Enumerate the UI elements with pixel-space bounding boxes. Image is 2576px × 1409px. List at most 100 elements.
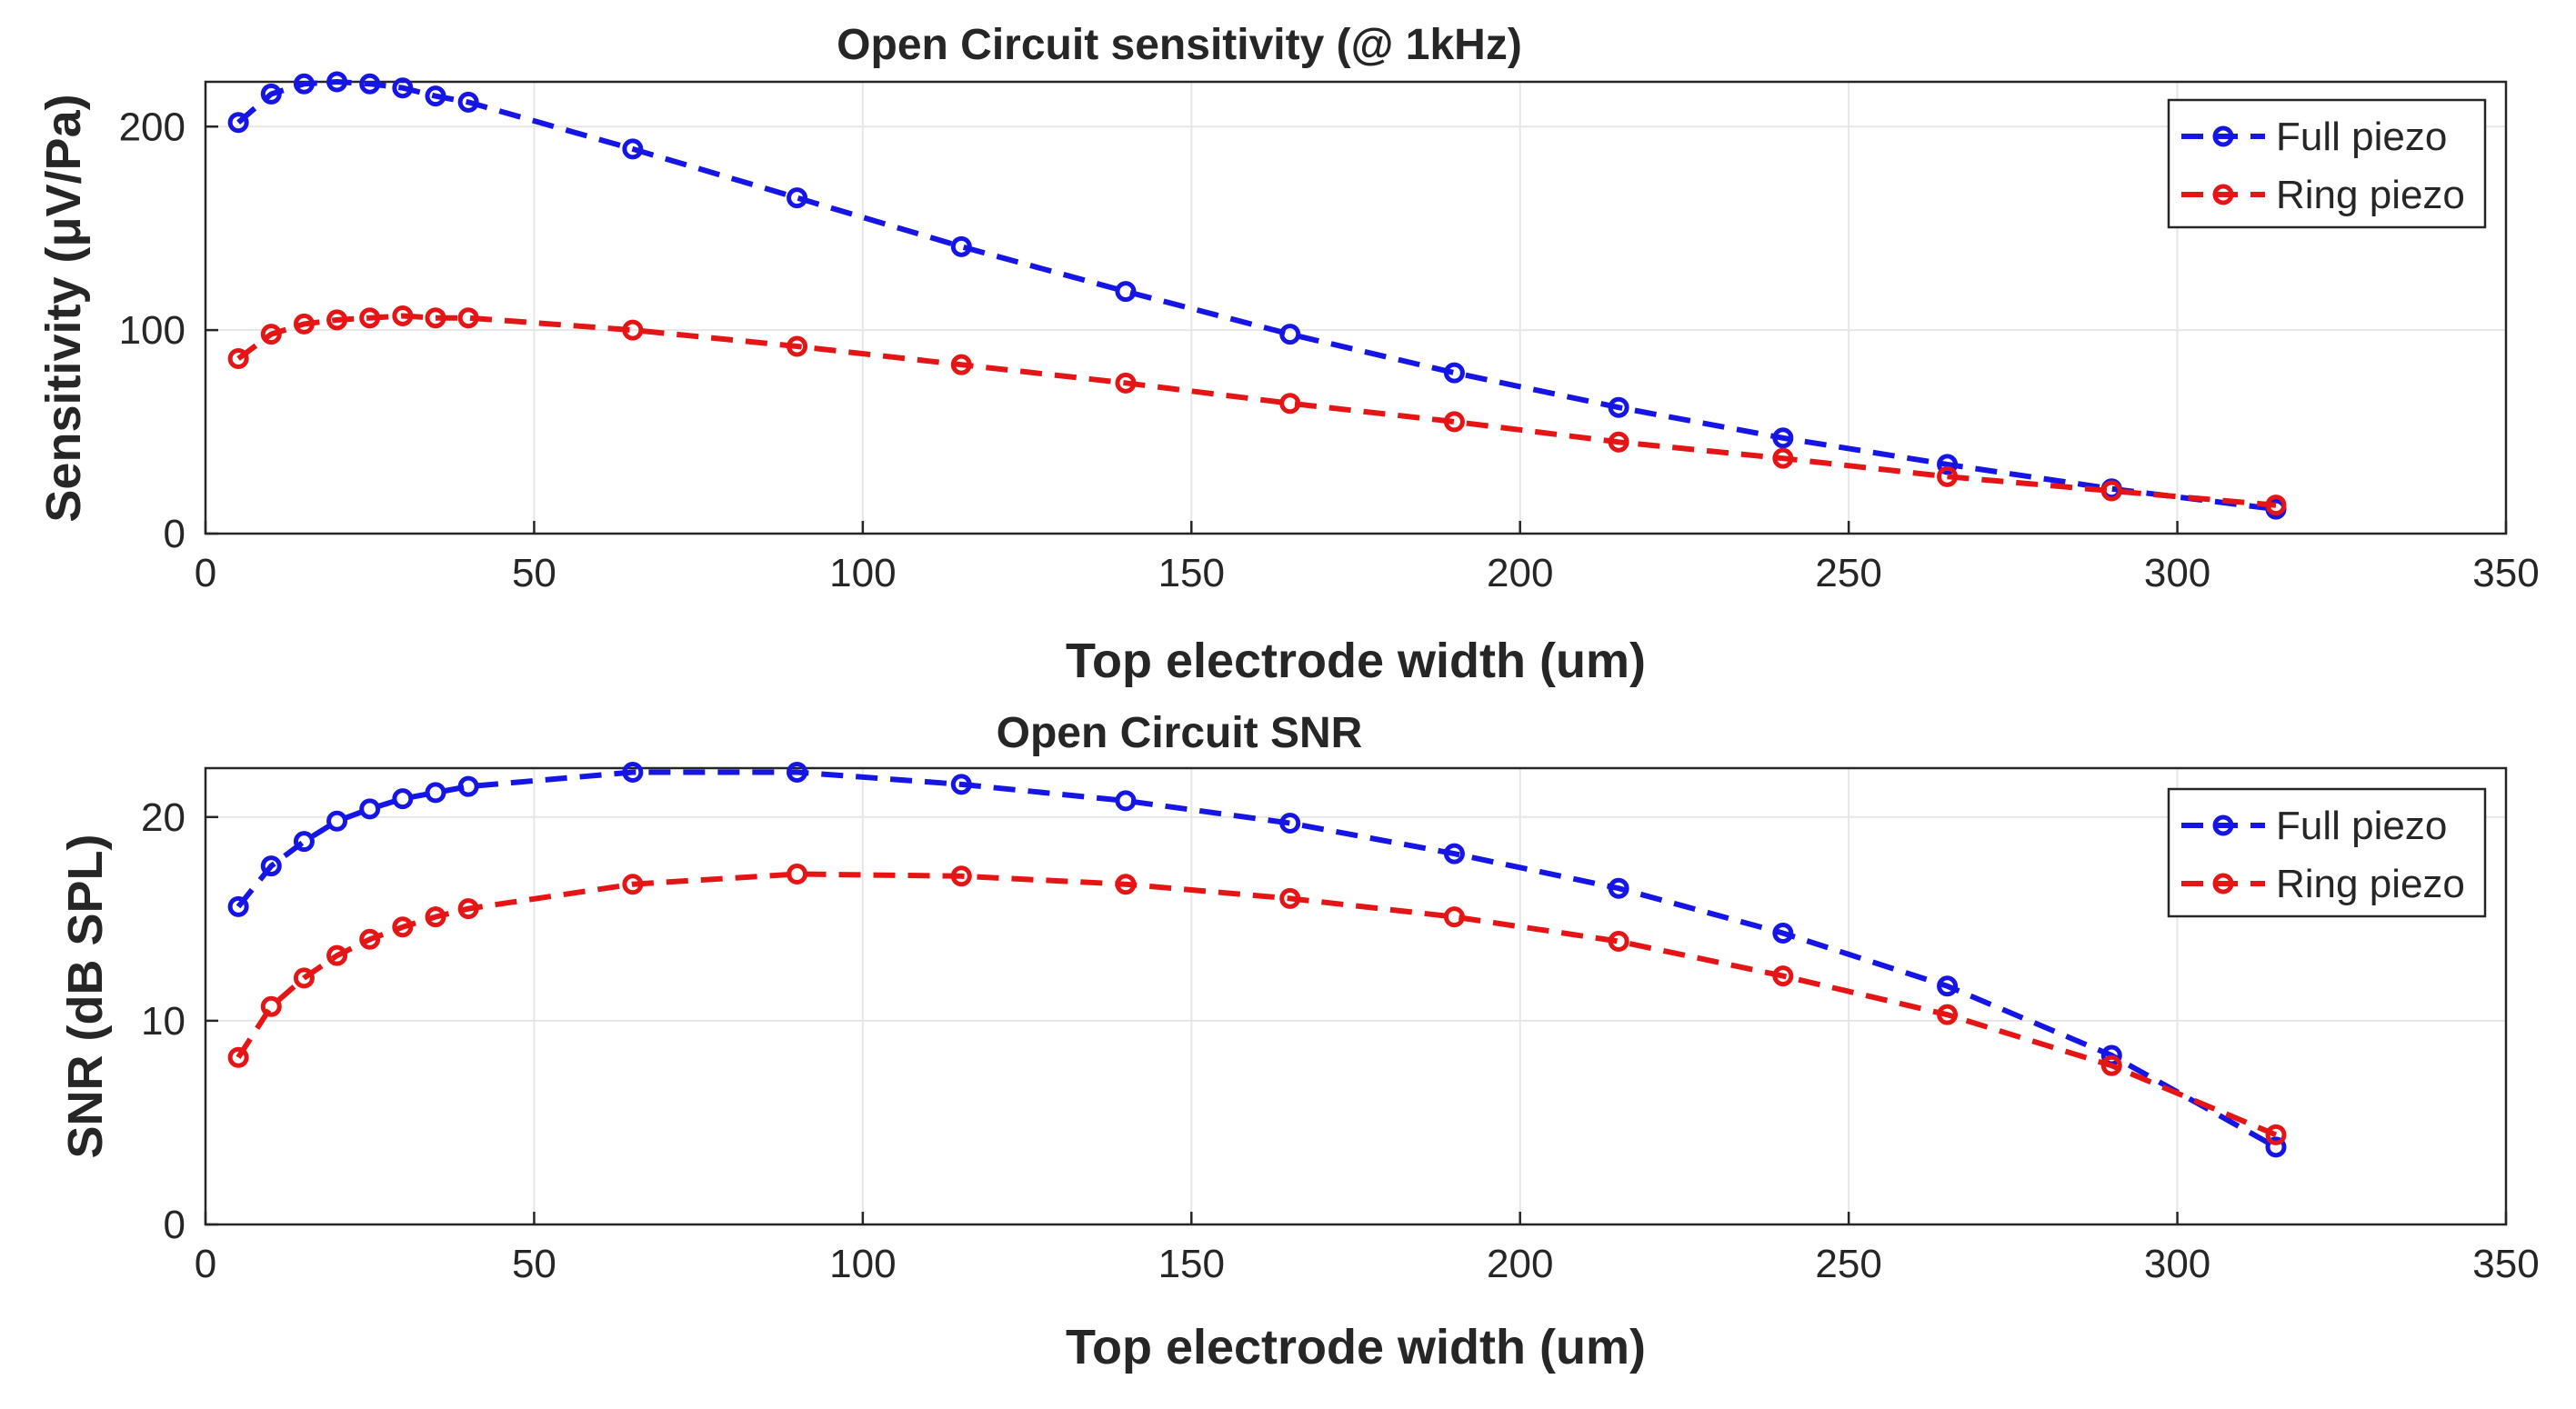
legend-label: Ring piezo <box>2276 862 2465 906</box>
data-point <box>457 91 479 113</box>
data-point <box>1279 324 1301 345</box>
data-point <box>950 354 972 375</box>
data-point <box>260 83 282 105</box>
sensitivity-plot: Open Circuit sensitivity (@ 1kHz) 0 50 100… <box>36 21 2540 688</box>
data-point <box>227 895 249 917</box>
legend-box <box>2167 98 2487 229</box>
x-tick-label: 0 <box>195 551 216 595</box>
data-point <box>293 831 315 853</box>
series-line <box>236 769 2278 1150</box>
chart-title: Open Circuit sensitivity (@ 1kHz) <box>837 21 1522 69</box>
axes-box <box>204 766 2508 1226</box>
data-point <box>425 307 446 329</box>
data-point <box>359 307 381 329</box>
data-point <box>2100 1054 2122 1076</box>
legend: Full piezo Ring piezo <box>2167 98 2487 229</box>
data-point <box>392 916 414 938</box>
data-point <box>2265 1136 2287 1158</box>
data-point <box>359 798 381 820</box>
y-tick-label: 0 <box>164 512 185 556</box>
data-point <box>950 865 972 887</box>
data-point <box>622 761 644 783</box>
data-point <box>293 967 315 989</box>
data-point <box>392 77 414 99</box>
data-point <box>787 335 808 357</box>
y-tick-label: 200 <box>119 105 185 149</box>
x-tick-label: 150 <box>1158 551 1225 595</box>
data-point <box>260 995 282 1017</box>
data-point <box>1279 813 1301 834</box>
data-point <box>1772 427 1794 449</box>
data-point <box>622 138 644 160</box>
x-tick-label: 50 <box>512 551 556 595</box>
data-point <box>1443 906 1465 928</box>
data-point <box>1937 975 1959 997</box>
data-point <box>457 898 479 920</box>
data-point <box>293 73 315 95</box>
data-point <box>227 1046 249 1068</box>
data-point <box>1937 465 1959 487</box>
legend-label: Full piezo <box>2276 115 2447 159</box>
x-tick-label: 200 <box>1487 551 1553 595</box>
data-point <box>1115 874 1137 895</box>
x-tick-label: 350 <box>2472 551 2539 595</box>
x-tick-label: 50 <box>512 1242 556 1286</box>
legend-marker <box>2212 873 2234 894</box>
axes-box <box>204 80 2508 535</box>
data-point <box>950 235 972 257</box>
chart-title: Open Circuit SNR <box>997 709 1363 757</box>
data-point <box>787 864 808 885</box>
data-point <box>457 307 479 329</box>
data-point <box>1772 923 1794 944</box>
data-point <box>1115 281 1137 303</box>
data-point <box>1608 431 1629 453</box>
data-point <box>326 71 348 93</box>
series-ring-piezo <box>227 864 2287 1145</box>
y-axis-label: Sensitivity (μV/Pa) <box>36 94 91 522</box>
x-tick-label: 300 <box>2144 1242 2210 1286</box>
x-tick-label: 0 <box>195 1242 216 1286</box>
data-point <box>326 309 348 331</box>
y-tick-label: 0 <box>164 1203 185 1247</box>
data-point <box>425 906 446 928</box>
series-full-piezo <box>227 761 2287 1158</box>
x-tick-label: 250 <box>1815 551 1881 595</box>
data-point <box>359 928 381 950</box>
data-point <box>1608 930 1629 952</box>
series-full-piezo <box>227 71 2287 520</box>
series-line <box>236 78 2277 513</box>
x-tick-label: 200 <box>1487 1242 1553 1286</box>
data-point <box>260 855 282 877</box>
legend-marker <box>2212 125 2234 147</box>
data-point <box>787 761 808 783</box>
data-point <box>1279 887 1301 909</box>
data-point <box>227 112 249 134</box>
data-point <box>787 187 808 209</box>
data-point <box>1115 790 1137 812</box>
data-point <box>1772 965 1794 987</box>
legend-box <box>2167 787 2487 918</box>
data-point <box>425 85 446 107</box>
series-line <box>236 313 2277 508</box>
x-tick-label: 100 <box>829 1242 896 1286</box>
y-tick-label: 10 <box>141 999 185 1044</box>
legend-marker <box>2212 184 2234 205</box>
data-point <box>1608 396 1629 418</box>
legend: Full piezo Ring piezo <box>2167 787 2487 918</box>
legend-label: Ring piezo <box>2276 173 2465 217</box>
data-point <box>1443 362 1465 384</box>
data-point <box>326 944 348 966</box>
y-tick-label: 100 <box>119 308 185 353</box>
legend-label: Full piezo <box>2276 804 2447 848</box>
y-tick-label: 20 <box>141 795 185 840</box>
data-point <box>227 347 249 369</box>
series-line <box>236 871 2278 1138</box>
data-point <box>2100 480 2122 502</box>
data-point <box>359 73 381 95</box>
snr-plot: Open Circuit SNR 0 50 100 150 200 250 300 350 0 1… <box>58 709 2540 1374</box>
data-point <box>457 775 479 797</box>
data-point <box>1937 454 1959 475</box>
data-point <box>1115 372 1137 394</box>
data-point <box>392 305 414 326</box>
data-point <box>622 874 644 895</box>
